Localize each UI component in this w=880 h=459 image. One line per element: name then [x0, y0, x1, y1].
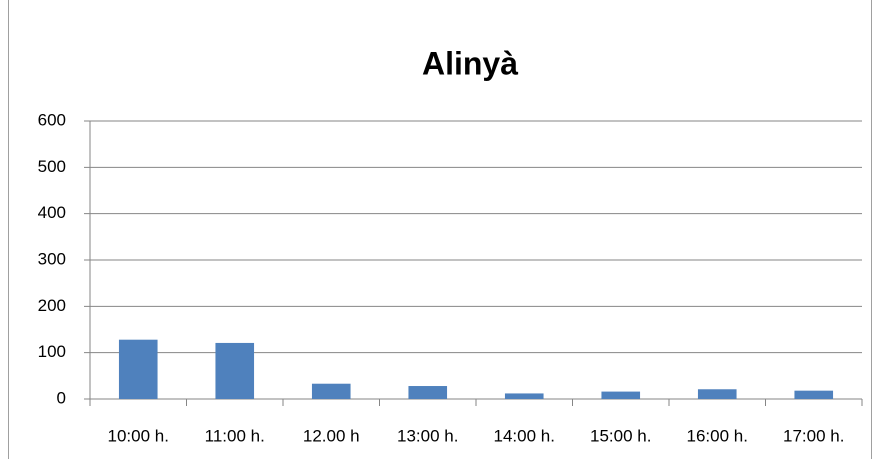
y-tick-label: 600	[38, 110, 66, 129]
x-tick-label: 12.00 h	[303, 426, 360, 445]
x-tick-label: 17:00 h.	[783, 426, 844, 445]
bar	[794, 390, 834, 399]
y-tick-label: 0	[57, 388, 66, 407]
y-tick-label: 100	[38, 342, 66, 361]
y-tick-label: 200	[38, 296, 66, 315]
y-tick-label: 400	[38, 203, 66, 222]
y-tick-label: 300	[38, 249, 66, 268]
bar	[311, 383, 351, 399]
x-tick-label: 13:00 h.	[397, 426, 458, 445]
x-tick-label: 16:00 h.	[687, 426, 748, 445]
x-tick-label: 15:00 h.	[590, 426, 651, 445]
bar	[504, 393, 544, 399]
x-tick-label: 11:00 h.	[205, 426, 265, 445]
bar	[697, 389, 737, 399]
bar	[408, 386, 448, 399]
y-tick-label: 500	[38, 157, 66, 176]
bar	[601, 391, 641, 399]
x-tick-label: 10:00 h.	[108, 426, 169, 445]
bar	[118, 339, 158, 399]
x-tick-label: 14:00 h.	[494, 426, 555, 445]
bar	[215, 342, 255, 399]
chart-title: Alinyà	[422, 45, 518, 81]
